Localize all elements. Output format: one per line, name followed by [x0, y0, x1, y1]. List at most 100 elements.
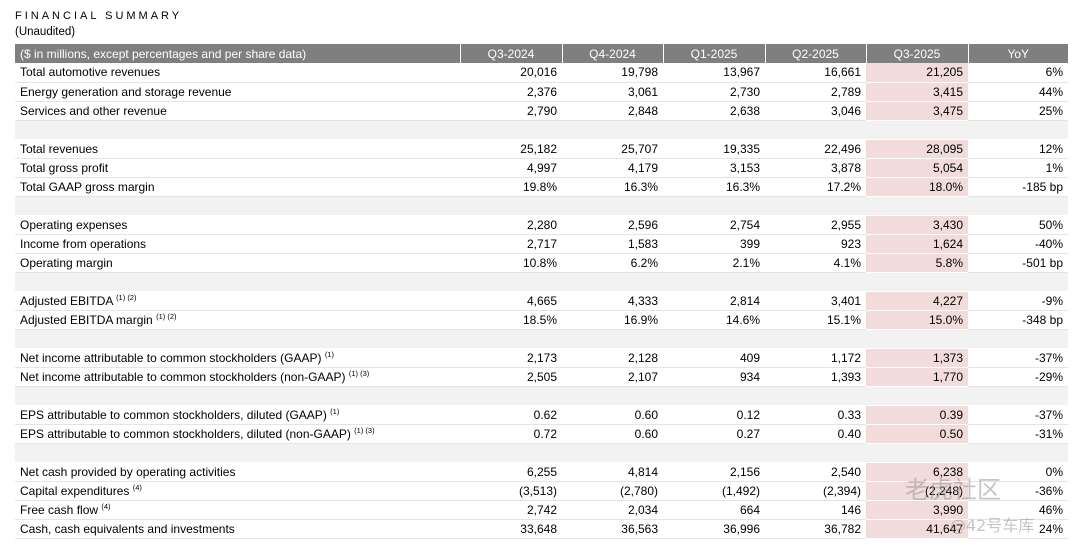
value-cell: 0.39	[866, 405, 968, 425]
value-cell: 2,034	[562, 500, 663, 520]
column-header: Q1-2025	[662, 44, 765, 63]
value-cell: 3,475	[866, 101, 968, 121]
value-cell: 22,496	[765, 139, 866, 159]
row-label: Net cash provided by operating activitie…	[15, 462, 460, 482]
spacer-cell	[765, 329, 866, 349]
value-cell: (3,513)	[460, 481, 562, 501]
value-cell: 2,596	[562, 215, 663, 235]
title: FINANCIAL SUMMARY	[15, 10, 183, 22]
footnote-ref: (1) (3)	[354, 426, 375, 435]
spacer-cell	[968, 120, 1068, 140]
spacer-cell	[562, 196, 663, 216]
column-header: YoY	[967, 44, 1068, 63]
value-cell: 1,770	[866, 367, 968, 387]
spacer-cell	[663, 443, 765, 463]
label-text: Total revenues	[20, 141, 99, 156]
label-text: EPS attributable to common stockholders,…	[20, 427, 351, 441]
spacer-cell	[663, 120, 765, 140]
spacer-cell	[460, 386, 562, 406]
value-cell: 16.3%	[562, 177, 663, 197]
value-cell: 6.2%	[562, 253, 663, 273]
spacer-cell	[562, 272, 663, 292]
row-label: Cash, cash equivalents and investments	[15, 519, 460, 539]
spacer-cell	[15, 329, 460, 349]
value-cell: 2,128	[562, 348, 663, 368]
spacer-cell	[765, 196, 866, 216]
value-cell: 0.60	[562, 405, 663, 425]
label-text: Total GAAP gross margin	[20, 179, 155, 194]
value-cell: 4,227	[866, 291, 968, 311]
spacer-cell	[663, 386, 765, 406]
value-cell: 923	[765, 234, 866, 254]
value-cell: 6,238	[866, 462, 968, 482]
value-cell: 19.8%	[460, 177, 562, 197]
data-row: Income from operations 2,717 1,583 399 923 1,…	[15, 234, 1068, 254]
subtitle: (Unaudited)	[15, 26, 76, 38]
spacer-cell	[968, 196, 1068, 216]
spacer-cell	[663, 272, 765, 292]
column-header: Q3-2025	[865, 44, 968, 63]
spacer-cell	[866, 272, 968, 292]
value-cell: 2,955	[765, 215, 866, 235]
spacer-cell	[460, 120, 562, 140]
value-cell: 33,648	[460, 519, 562, 539]
value-cell: 24%	[968, 519, 1068, 539]
spacer-cell	[866, 386, 968, 406]
value-cell: 21,205	[866, 63, 968, 83]
row-label: Adjusted EBITDA margin (1) (2)	[15, 310, 460, 330]
value-cell: 0.27	[663, 424, 765, 444]
value-cell: 0.50	[866, 424, 968, 444]
value-cell: 2,790	[460, 101, 562, 121]
label-text: Operating margin	[20, 255, 113, 270]
spacer-cell	[562, 120, 663, 140]
data-row: Total GAAP gross margin 19.8% 16.3% 16.3% 17…	[15, 177, 1068, 197]
row-label: Operating expenses	[15, 215, 460, 235]
spacer-cell	[968, 443, 1068, 463]
data-row: Free cash flow (4) 2,742 2,034 664 146 3,990 4…	[15, 500, 1068, 520]
value-cell: 36,782	[765, 519, 866, 539]
data-row: Net income attributable to common stockh…	[15, 348, 1068, 368]
data-row: Net income attributable to common stockh…	[15, 367, 1068, 387]
spacer-cell	[765, 120, 866, 140]
value-cell: 3,878	[765, 158, 866, 178]
spacer-cell	[663, 196, 765, 216]
value-cell: 934	[663, 367, 765, 387]
spacer-cell	[765, 386, 866, 406]
spacer-cell	[460, 443, 562, 463]
value-cell: 10.8%	[460, 253, 562, 273]
value-cell: 1,393	[765, 367, 866, 387]
value-cell: 50%	[968, 215, 1068, 235]
value-cell: 0.60	[562, 424, 663, 444]
label-text: Adjusted EBITDA margin	[20, 313, 153, 327]
value-cell: 16.9%	[562, 310, 663, 330]
value-cell: 1,624	[866, 234, 968, 254]
label-text: Total automotive revenues	[20, 65, 161, 80]
value-cell: 16,661	[765, 63, 866, 83]
row-label: Total gross profit	[15, 158, 460, 178]
spacer-cell	[866, 443, 968, 463]
value-cell: 13,967	[663, 63, 765, 83]
spacer-cell	[562, 443, 663, 463]
value-cell: 0.12	[663, 405, 765, 425]
row-label: Income from operations	[15, 234, 460, 254]
value-cell: 0.62	[460, 405, 562, 425]
row-label: Total automotive revenues	[15, 63, 460, 83]
data-row: Adjusted EBITDA (1) (2) 4,665 4,333 2,814 3,…	[15, 291, 1068, 311]
value-cell: -29%	[968, 367, 1068, 387]
value-cell: 3,415	[866, 82, 968, 102]
data-row: Total revenues 25,182 25,707 19,335 22,496 28…	[15, 139, 1068, 159]
data-row: EPS attributable to common stockholders,…	[15, 405, 1068, 425]
column-header: Q2-2025	[764, 44, 866, 63]
label-text: Total gross profit	[20, 160, 109, 175]
watermark: 老虎社区	[905, 476, 1001, 504]
value-cell: -36%	[968, 481, 1068, 501]
spacer-cell	[663, 329, 765, 349]
spacer-cell	[15, 272, 460, 292]
value-cell: 2,789	[765, 82, 866, 102]
data-row: Operating margin 10.8% 6.2% 2.1% 4.1% 5.8% -50…	[15, 253, 1068, 273]
value-cell: 44%	[968, 82, 1068, 102]
value-cell: 4,665	[460, 291, 562, 311]
value-cell: 3,401	[765, 291, 866, 311]
row-label: Free cash flow (4)	[15, 500, 460, 520]
